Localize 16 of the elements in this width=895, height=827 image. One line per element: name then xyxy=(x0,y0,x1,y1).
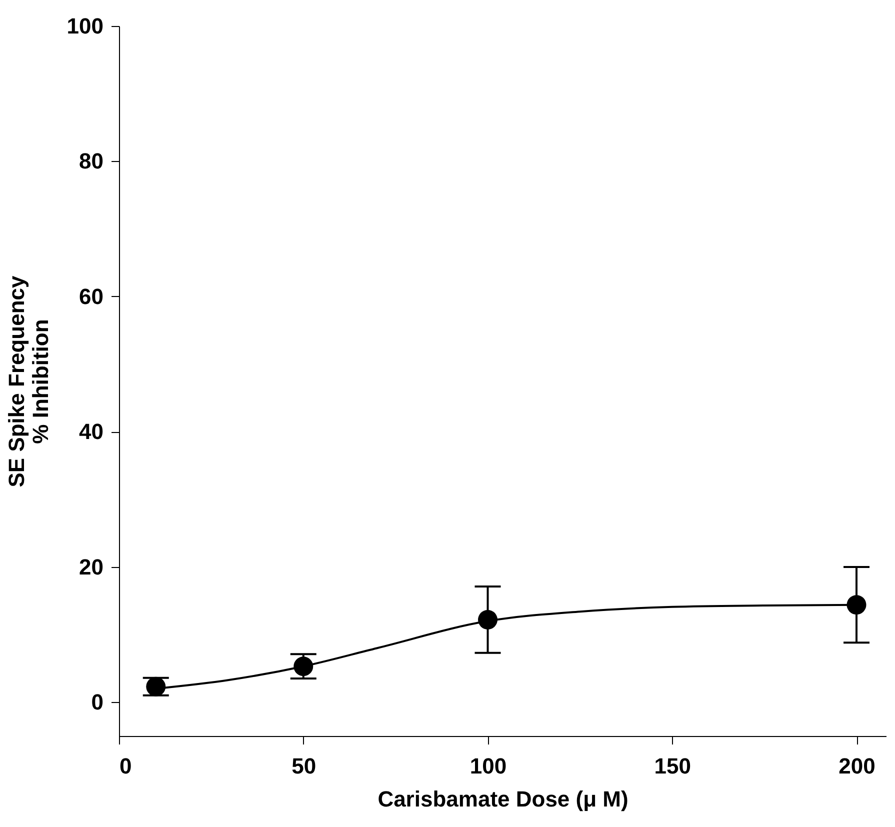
y-tick-label: 60 xyxy=(79,284,104,309)
x-tick-label: 50 xyxy=(292,754,316,778)
y-tick-label: 0 xyxy=(91,690,104,715)
x-tick-label: 0 xyxy=(120,754,132,778)
point xyxy=(478,610,498,630)
point xyxy=(846,595,866,615)
y-tick-label: 100 xyxy=(66,14,104,38)
y-tick-label: 20 xyxy=(79,554,104,580)
x-tick-label: 200 xyxy=(838,754,876,778)
y-tick-label: 80 xyxy=(79,148,104,174)
x-tick-label: 100 xyxy=(470,754,507,778)
y-axis-title: SE Spike Frequency % Inhibition xyxy=(4,274,53,488)
x-tick-label: 150 xyxy=(654,754,691,778)
point xyxy=(146,676,166,696)
x-axis-title: Carisbamate Dose (μ M) xyxy=(378,786,628,812)
y-tick-label: 40 xyxy=(79,419,104,444)
